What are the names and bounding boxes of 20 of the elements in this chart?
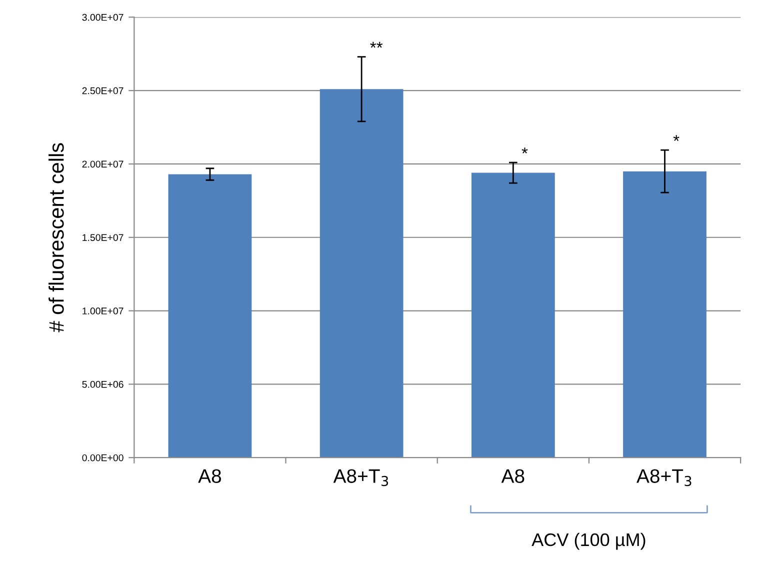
y-tick-label: 1.50E+07 [82, 234, 124, 241]
bar [168, 174, 252, 458]
y-tick-label: 2.50E+07 [82, 87, 124, 94]
bar [471, 172, 555, 458]
y-axis-title: # of fluorescent cells [48, 143, 64, 332]
annotation: ** [370, 42, 383, 48]
y-tick-label: 2.00E+07 [82, 160, 124, 168]
y-tick-label: 3.00E+07 [82, 14, 124, 21]
bar [320, 89, 404, 458]
bar [623, 171, 706, 458]
y-tick-label: 5.00E+06 [82, 380, 124, 388]
annotation: * [673, 135, 680, 141]
x-tick-label: A8+T$_{3}$ [333, 469, 388, 486]
text: ACV (100 µM) [532, 532, 646, 550]
x-tick-label: A8 [198, 469, 222, 483]
x-tick-label: A8 [501, 469, 524, 483]
annotation: * [522, 148, 528, 154]
x-tick-label: A8+T$_{3}$ [636, 469, 692, 486]
y-tick-label: 0.00E+00 [82, 454, 124, 462]
y-tick-label: 1.00E+07 [82, 308, 124, 314]
